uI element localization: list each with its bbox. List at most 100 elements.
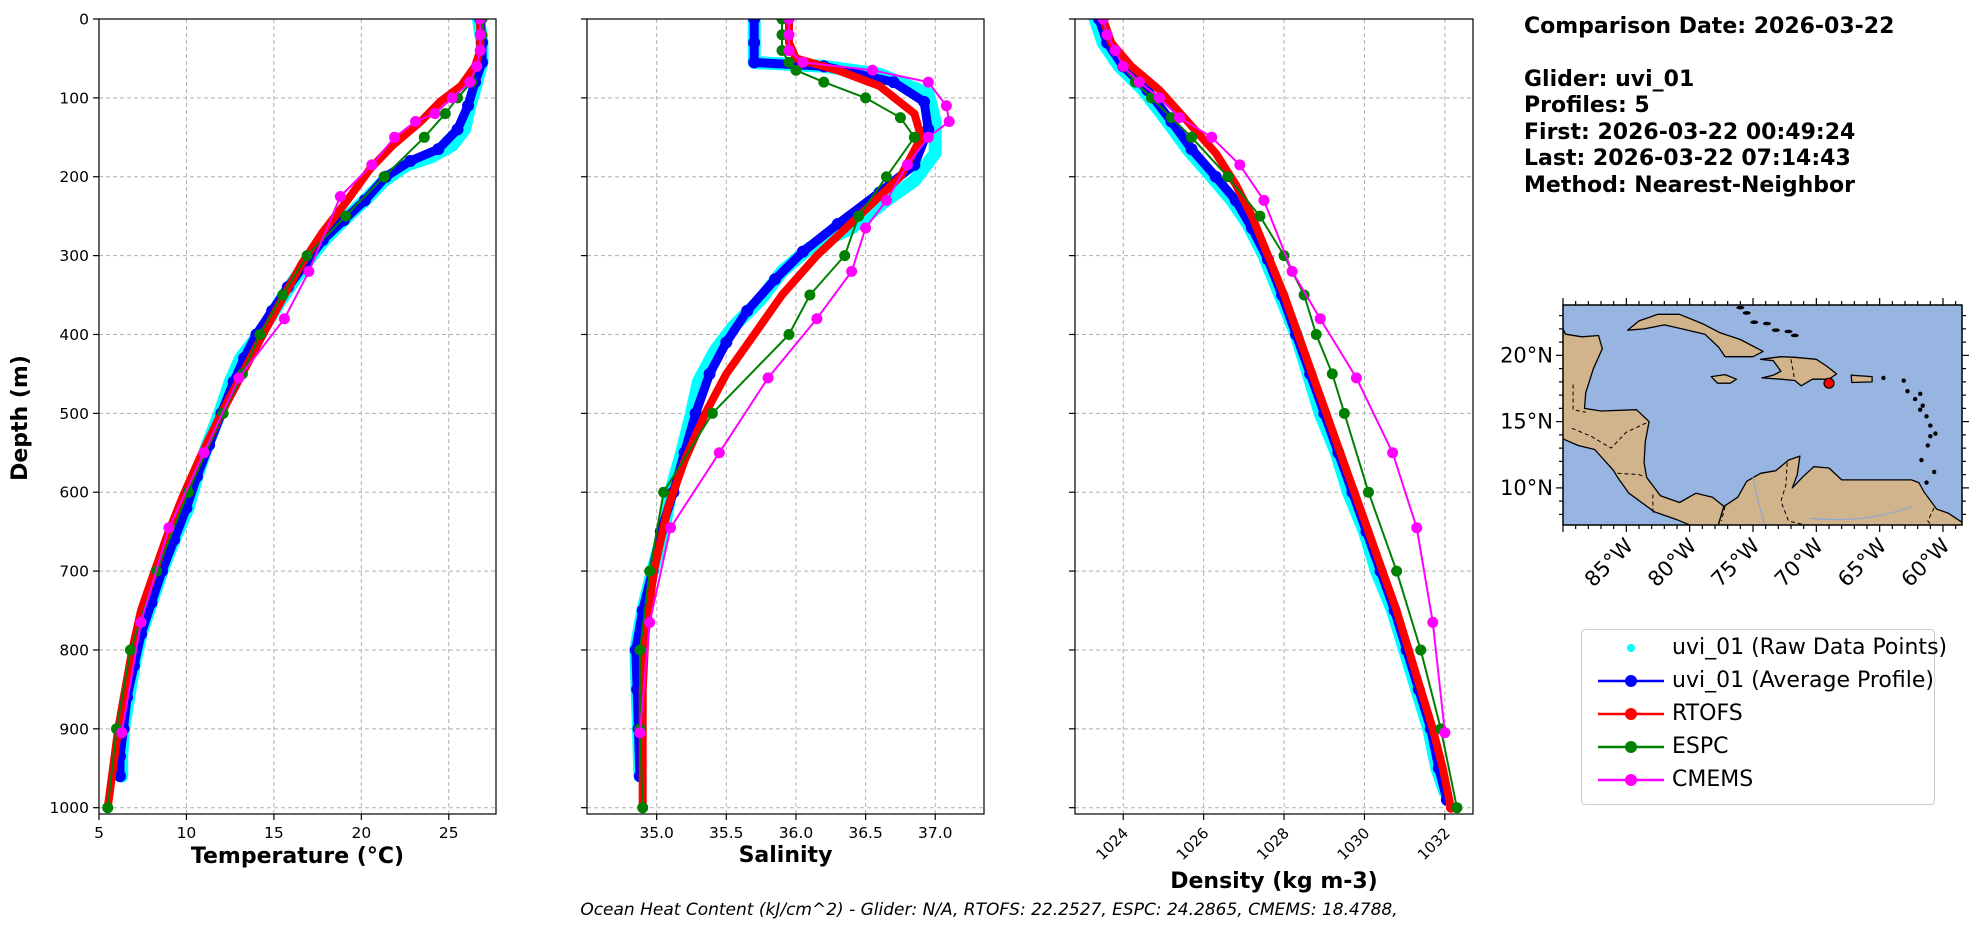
model-point <box>182 486 194 498</box>
model-point <box>410 116 422 128</box>
y-tick-label: 0 <box>79 11 89 29</box>
border <box>1720 506 1726 522</box>
rtofs-line <box>638 19 926 812</box>
x-axis-label: Temperature (°C) <box>191 844 404 869</box>
y-tick-label: 300 <box>59 247 89 265</box>
y-tick-label: 1000 <box>50 799 89 817</box>
average-point <box>113 770 126 783</box>
y-tick-label: 800 <box>59 641 89 659</box>
ocean-heat-content-caption: Ocean Heat Content (kJ/cm^2) - Glider: N… <box>580 900 1398 920</box>
model-point <box>1310 328 1322 340</box>
model-point <box>116 727 128 739</box>
bahamas-island <box>1784 329 1793 334</box>
x-tick-label: 25 <box>439 824 459 842</box>
model-point <box>378 171 390 183</box>
model-point <box>1326 368 1338 380</box>
island <box>1928 434 1933 439</box>
model-point <box>1109 45 1121 57</box>
model-point <box>860 92 872 104</box>
model-point <box>1145 92 1157 104</box>
jamaica <box>1710 373 1738 384</box>
average-point <box>741 304 754 317</box>
x-tick-label: 35.0 <box>639 824 674 842</box>
model-point <box>135 616 147 628</box>
model-point <box>860 222 872 234</box>
raw-point <box>910 176 919 185</box>
legend-item-espc: ESPC <box>1582 730 1729 763</box>
river <box>1752 477 1766 525</box>
model-point <box>1439 727 1451 739</box>
island <box>1931 469 1937 475</box>
legend-rtofs-marker <box>1598 707 1664 720</box>
model-point <box>846 265 858 277</box>
model-point <box>853 210 865 222</box>
y-tick-label: 700 <box>59 563 89 581</box>
south-america <box>1717 455 1962 525</box>
series-group <box>629 19 955 814</box>
model-point <box>474 19 486 25</box>
axes-frame <box>1074 18 1474 815</box>
legend-label: CMEMS <box>1672 767 1754 792</box>
model-point <box>1206 131 1218 143</box>
y-tick-label: 100 <box>59 89 89 107</box>
model-point <box>783 56 795 68</box>
central-america <box>1563 327 1725 525</box>
model-point <box>278 313 290 325</box>
average-point <box>769 273 782 286</box>
info-block: Comparison Date: 2026-03-22 Glider: uvi_… <box>1524 14 1894 199</box>
island <box>1918 391 1923 396</box>
legend-espc-marker <box>1598 740 1664 753</box>
model-point <box>1286 265 1298 277</box>
model-point <box>797 56 809 68</box>
average-point <box>689 407 702 420</box>
y-tick-label: 600 <box>59 484 89 502</box>
bahamas-island <box>1736 305 1745 310</box>
island <box>1920 403 1925 408</box>
model-point <box>783 45 795 57</box>
model-point <box>163 522 175 534</box>
average-point <box>748 56 761 69</box>
island <box>1924 480 1929 485</box>
map-lat-label: 20°N <box>1500 343 1553 367</box>
x-tick-label: 36.0 <box>779 824 814 842</box>
y-axis-label: Depth (m) <box>8 355 33 481</box>
model-point <box>471 60 483 72</box>
legend-item-raw: uvi_01 (Raw Data Points) <box>1582 631 1947 664</box>
model-point <box>1362 486 1374 498</box>
legend-label: uvi_01 (Raw Data Points) <box>1672 635 1948 660</box>
series-4 <box>1097 19 1451 739</box>
average-point <box>748 19 761 25</box>
border <box>1617 472 1643 477</box>
glider-name: Glider: uvi_01 <box>1524 66 1695 92</box>
legend-item-cmems: CMEMS <box>1582 763 1753 796</box>
model-point <box>1234 159 1246 171</box>
island <box>1925 443 1931 448</box>
legend-item-average: uvi_01 (Average Profile) <box>1582 664 1934 697</box>
model-point <box>429 108 441 120</box>
average-point <box>703 367 716 380</box>
model-point <box>1415 644 1427 656</box>
map-lat-label: 10°N <box>1500 476 1553 500</box>
series-group <box>102 19 489 814</box>
average-point <box>748 36 761 49</box>
x-tick-label: 20 <box>351 824 371 842</box>
model-point <box>818 76 830 88</box>
model-point <box>880 194 892 206</box>
y-tick-label: 500 <box>59 405 89 423</box>
model-point <box>783 29 795 41</box>
model-point <box>233 372 245 384</box>
land <box>1563 305 1962 525</box>
bahamas-island <box>1742 311 1751 315</box>
model-point <box>1411 522 1423 534</box>
model-point <box>446 92 458 104</box>
model-point <box>706 407 718 419</box>
model-point <box>439 108 451 120</box>
model-point <box>1451 802 1463 814</box>
average-point <box>720 336 733 349</box>
average-point <box>918 95 931 108</box>
model-point <box>301 250 313 262</box>
x-tick-label: 5 <box>94 824 104 842</box>
model-point <box>340 210 352 222</box>
model-point <box>1427 616 1439 628</box>
model-point <box>762 372 774 384</box>
